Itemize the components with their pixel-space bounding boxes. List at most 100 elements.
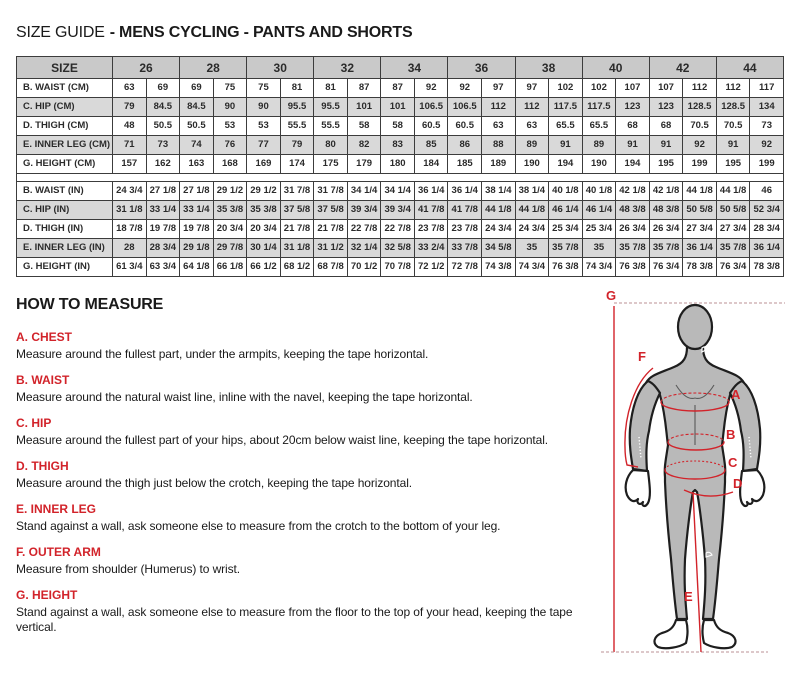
measure-section-label: D. THIGH	[16, 459, 69, 473]
waist-ellipse-front	[667, 441, 725, 451]
table-cell: 76 3/8	[548, 257, 583, 277]
table-cell: 63 3/4	[145, 257, 181, 277]
table-cell: 55.5	[313, 116, 348, 136]
table-cell: 76 3/4	[648, 257, 684, 277]
table-cell: 91	[548, 135, 583, 155]
left-hand	[624, 468, 651, 508]
torso-and-legs	[644, 345, 746, 621]
table-cell: 78 3/8	[749, 257, 784, 277]
table-cell: 195	[648, 154, 684, 174]
table-cell: 174	[279, 154, 315, 174]
table-cell: 199	[682, 154, 717, 174]
table-cell: 35	[581, 238, 617, 258]
table-cell: 66 1/8	[212, 257, 248, 277]
table-cell: 50.5	[145, 116, 181, 136]
table-cell: 41 7/8	[413, 200, 449, 220]
hip-ellipse-front	[664, 469, 726, 480]
table-cell: 27 3/4	[715, 219, 751, 239]
waist-ellipse-back	[667, 433, 725, 443]
table-cell: 60.5	[447, 116, 483, 136]
table-cell: 36 1/4	[749, 238, 784, 258]
table-cell: 28	[112, 238, 147, 258]
table-cell: 44 1/8	[715, 181, 751, 201]
table-cell: 34 1/4	[380, 181, 415, 201]
table-cell: 162	[145, 154, 181, 174]
table-cell: 84.5	[179, 97, 214, 117]
table-cell: 70 7/8	[380, 257, 415, 277]
table-cell: 63	[112, 78, 147, 98]
measure-section: D. THIGH Measure around the thigh just be…	[16, 459, 608, 491]
table-cell: 35 7/8	[715, 238, 751, 258]
table-cell: 34 1/4	[346, 181, 382, 201]
table-cell: 86	[447, 135, 483, 155]
table-cell: 22 7/8	[346, 219, 382, 239]
table-cell: 74 3/8	[481, 257, 516, 277]
table-cell: 102	[581, 78, 617, 98]
right-arm	[728, 379, 762, 473]
measure-section: C. HIP Measure around the fullest part of…	[16, 416, 608, 448]
table-row: D. THIGH (IN) 18 7/8 19 7/8 19 7/8 20 3/4 20 …	[16, 219, 784, 239]
table-cell: 19 7/8	[145, 219, 181, 239]
table-cell: 39 3/4	[346, 200, 382, 220]
table-cell: 76 3/8	[615, 257, 650, 277]
table-cell: 21 7/8	[313, 219, 348, 239]
table-cell: 35	[514, 238, 550, 258]
size-header-cell: 32	[313, 56, 382, 79]
table-cell: 27 1/8	[179, 181, 214, 201]
table-cell: 32 1/4	[346, 238, 382, 258]
table-row: E. INNER LEG (CM) 71 73 74 76 77 79 80 82 83 85 86 8…	[16, 135, 784, 155]
row-label: E. INNER LEG (CM)	[16, 135, 113, 155]
table-cell: 38 1/4	[481, 181, 516, 201]
size-header-cell: 30	[246, 56, 315, 79]
table-cell: 63	[514, 116, 550, 136]
table-cell: 53	[212, 116, 248, 136]
table-cell: 32 5/8	[380, 238, 415, 258]
diagram-label-hip: C	[728, 455, 738, 470]
table-cell: 34 5/8	[481, 238, 516, 258]
table-cell: 190	[581, 154, 617, 174]
how-to-measure-heading: HOW TO MEASURE	[16, 296, 164, 313]
table-cell: 68	[615, 116, 650, 136]
size-header-cell: 40	[581, 56, 650, 79]
table-cell: 29 1/8	[179, 238, 214, 258]
table-cell: 35 7/8	[615, 238, 650, 258]
table-cell: 95.5	[279, 97, 315, 117]
table-cell: 31 7/8	[313, 181, 348, 201]
table-cell: 74 3/4	[514, 257, 550, 277]
table-cell: 50 5/8	[715, 200, 751, 220]
size-header-cell: 38	[514, 56, 583, 79]
page-title: SIZE GUIDE - MENS CYCLING - PANTS AND SHO…	[16, 24, 413, 42]
table-cell: 42 1/8	[648, 181, 684, 201]
table-cell: 76	[212, 135, 248, 155]
table-cell: 50 5/8	[682, 200, 717, 220]
measure-section: E. INNER LEG Stand against a wall, ask so…	[16, 502, 608, 534]
table-cell: 36 1/4	[682, 238, 717, 258]
table-cell: 89	[514, 135, 550, 155]
table-cell: 36 1/4	[413, 181, 449, 201]
table-cell: 52 3/4	[749, 200, 784, 220]
row-label: G. HEIGHT (IN)	[16, 257, 113, 277]
table-cell: 35 3/8	[246, 200, 281, 220]
measure-section-label: F. OUTER ARM	[16, 545, 101, 559]
table-cell: 65.5	[548, 116, 583, 136]
table-cell: 41 7/8	[447, 200, 483, 220]
measure-section-label: A. CHEST	[16, 330, 73, 344]
diagram-label-inner-leg: E	[684, 589, 693, 604]
table-cell: 24 3/4	[514, 219, 550, 239]
table-cell: 61 3/4	[112, 257, 147, 277]
chest-logo-icon	[701, 346, 711, 354]
table-cell: 46 1/4	[548, 200, 583, 220]
size-header-cell: 26	[111, 56, 181, 79]
table-cell: 70.5	[715, 116, 751, 136]
table-cell: 72 7/8	[447, 257, 483, 277]
how-to-measure: HOW TO MEASURE A. CHEST Measure around th…	[16, 296, 608, 646]
table-cell: 91	[615, 135, 650, 155]
table-cell: 24 3/4	[112, 181, 147, 201]
measure-section-text: Measure around the natural waist line, i…	[16, 390, 473, 404]
table-cell: 91	[715, 135, 751, 155]
table-cell: 73	[145, 135, 181, 155]
table-cell: 27 1/8	[145, 181, 181, 201]
table-cell: 36 1/4	[447, 181, 483, 201]
table-cell: 33 7/8	[447, 238, 483, 258]
